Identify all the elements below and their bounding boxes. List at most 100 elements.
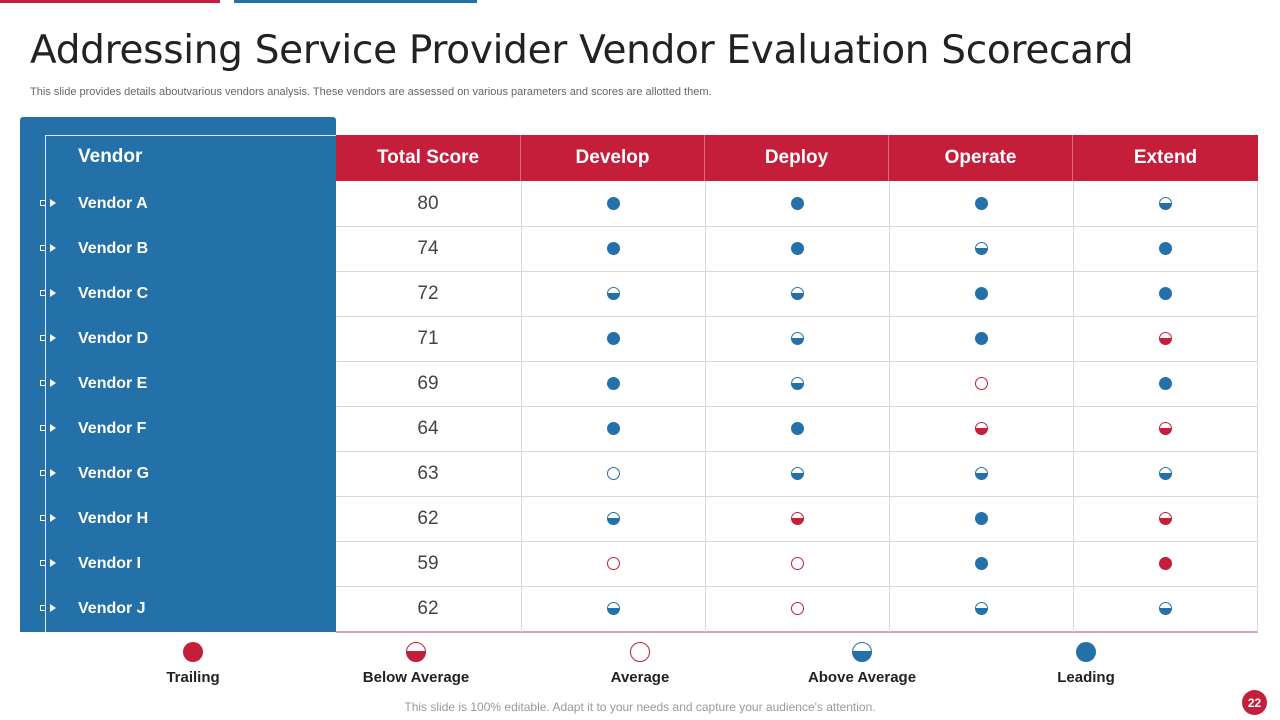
rating-average-icon [606,557,620,570]
row-divider [336,316,1258,317]
rating-cell [1073,406,1257,451]
vendor-row: Vendor I [36,541,332,586]
vendor-row: Vendor B [36,226,332,271]
total-score-cell: 62 [417,507,439,529]
panel-top-rule [45,135,336,136]
rating-leading-icon [606,377,620,390]
bullet-arrow-icon [40,243,58,255]
vendor-name: Vendor F [78,419,147,437]
footer-note: This slide is 100% editable. Adapt it to… [404,700,876,714]
rating-cell [889,586,1073,631]
rating-cell [1073,226,1257,271]
rating-leading-icon [606,332,620,345]
rating-cell [705,316,889,361]
rating-below-icon [1158,512,1172,525]
rating-cell [1073,361,1257,406]
rating-leading-icon [1158,242,1172,255]
rating-above-icon [790,467,804,480]
rating-cell [705,406,889,451]
rating-cell [521,586,705,631]
legend-item-leading: Leading [1006,642,1166,686]
rating-cell [521,496,705,541]
rating-cell [889,406,1073,451]
legend-item-average: Average [560,642,720,686]
rating-cell [705,181,889,226]
legend-item-above: Above Average [782,642,942,686]
header-develop: Develop [521,135,705,181]
vendor-row: Vendor G [36,451,332,496]
rating-above-icon [1158,467,1172,480]
rating-cell [1073,541,1257,586]
vendor-name: Vendor H [78,509,149,527]
rating-leading-icon [790,242,804,255]
total-score-cell: 72 [417,282,439,304]
legend-label: Trailing [166,669,220,686]
vendor-row: Vendor D [36,316,332,361]
bullet-arrow-icon [40,198,58,210]
column-divider [1073,181,1074,632]
vendor-row: Vendor C [36,271,332,316]
rating-leading-icon [974,557,988,570]
rating-cell [521,541,705,586]
column-divider [521,181,522,632]
legend-item-trailing: Trailing [113,642,273,686]
legend-item-below: Below Average [336,642,496,686]
header-total-score: Total Score [336,135,521,181]
rating-below-icon [790,512,804,525]
total-score-cell: 63 [417,462,439,484]
rating-leading-icon [974,332,988,345]
vendor-name: Vendor I [78,554,142,572]
rating-above-icon [974,467,988,480]
rating-cell [705,271,889,316]
total-score-cell: 71 [417,327,439,349]
total-score-cell: 62 [417,597,439,619]
bullet-arrow-icon [40,468,58,480]
rating-cell [889,496,1073,541]
slide-subtitle: This slide provides details aboutvarious… [30,86,712,98]
rating-average-icon [790,602,804,615]
slide-title: Addressing Service Provider Vendor Evalu… [30,28,1134,73]
rating-trailing-icon [1158,557,1172,570]
vendor-name: Vendor E [78,374,148,392]
rating-leading-icon [790,197,804,210]
legend-above-icon [852,642,872,662]
header-extend: Extend [1073,135,1258,181]
rating-cell [889,226,1073,271]
rating-cell [521,451,705,496]
vendor-row: Vendor A [36,181,332,226]
vendor-panel [20,117,336,632]
rating-cell [889,181,1073,226]
rating-leading-icon [1158,377,1172,390]
rating-above-icon [790,377,804,390]
bullet-arrow-icon [40,288,58,300]
bullet-arrow-icon [40,423,58,435]
rating-cell [705,541,889,586]
rating-leading-icon [606,242,620,255]
rating-below-icon [1158,422,1172,435]
header-operate: Operate [889,135,1073,181]
rating-above-icon [1158,602,1172,615]
rating-cell [889,541,1073,586]
rating-cell [889,316,1073,361]
rating-cell [705,226,889,271]
rating-average-icon [974,377,988,390]
rating-cell [705,361,889,406]
rating-cell [1073,316,1257,361]
bullet-arrow-icon [40,603,58,615]
rating-above-icon [1158,197,1172,210]
scorecard-table: Total Score Develop Deploy Operate Exten… [336,135,1258,633]
total-score-cell: 74 [417,237,439,259]
legend-label: Below Average [362,669,470,686]
vendor-row: Vendor H [36,496,332,541]
rating-cell [521,316,705,361]
rating-above-icon [790,287,804,300]
rating-leading-icon [974,197,988,210]
bullet-arrow-icon [40,513,58,525]
rating-cell [1073,271,1257,316]
header-deploy: Deploy [705,135,889,181]
top-accent-bar-red [0,0,220,3]
rating-above-icon [974,602,988,615]
rating-cell [521,226,705,271]
rating-cell [521,271,705,316]
rating-cell [889,451,1073,496]
